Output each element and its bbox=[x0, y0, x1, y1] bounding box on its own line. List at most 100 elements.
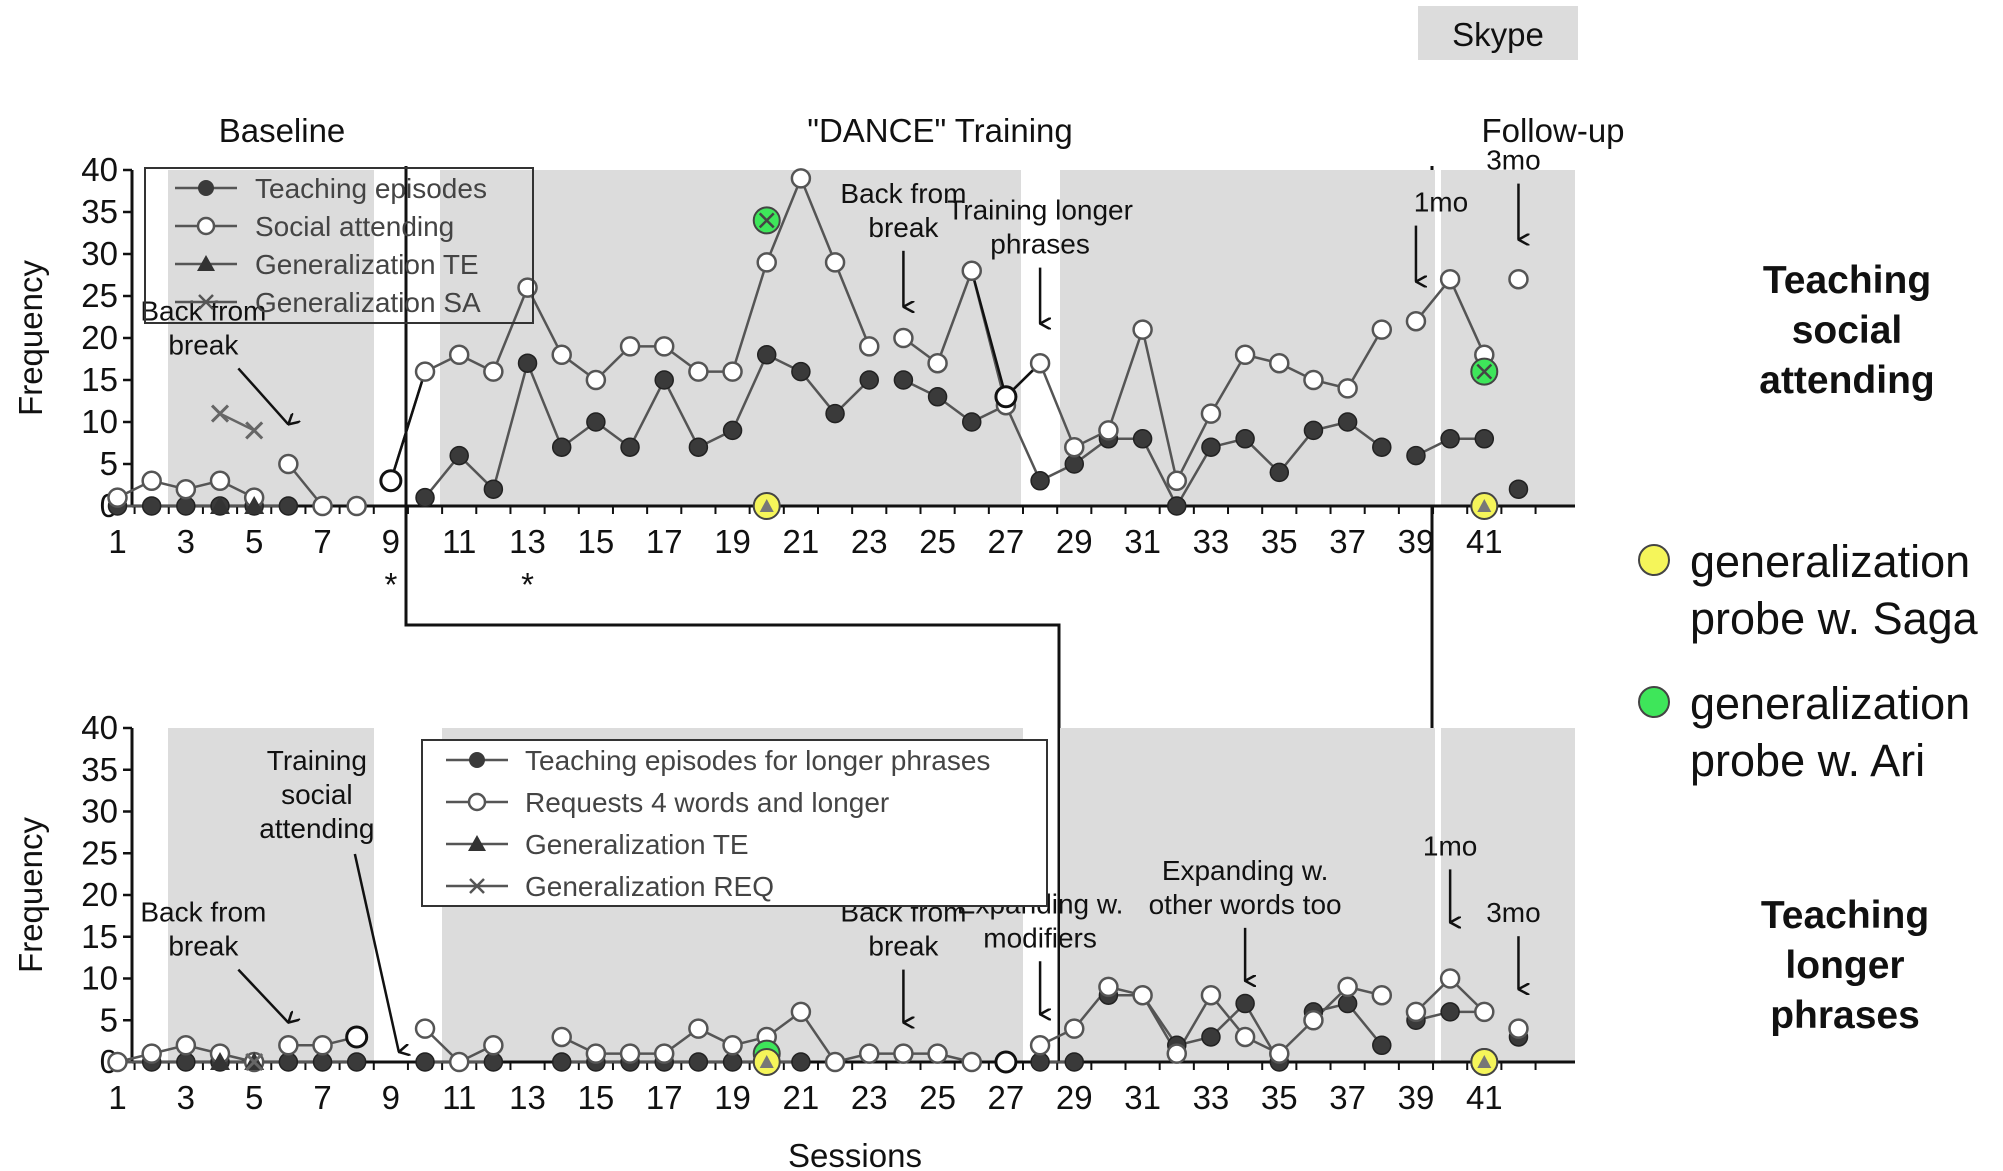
data-point-responses bbox=[927, 352, 948, 374]
data-point-teaching bbox=[1201, 437, 1221, 457]
data-point-responses bbox=[790, 168, 812, 189]
data-point-responses bbox=[961, 260, 982, 282]
data-point-responses bbox=[1098, 420, 1119, 441]
data-point-teaching bbox=[449, 445, 469, 466]
x-tick-label: 33 bbox=[1193, 1079, 1230, 1116]
x-tick-label: 9 bbox=[382, 1079, 400, 1116]
data-point-teaching bbox=[346, 1052, 367, 1072]
x-tick-label: 19 bbox=[714, 1079, 751, 1116]
y-tick-label: 40 bbox=[81, 709, 118, 746]
data-point-teaching bbox=[1474, 429, 1495, 449]
x-tick-label: 35 bbox=[1261, 1079, 1298, 1116]
data-point-responses bbox=[483, 361, 504, 382]
legend-box bbox=[144, 167, 534, 324]
side-title-bottom-1: Teaching bbox=[1761, 894, 1929, 937]
data-point-teaching bbox=[517, 353, 538, 373]
data-point-teaching bbox=[1030, 1052, 1050, 1072]
data-point-responses bbox=[1439, 268, 1461, 290]
x-tick-label: 1 bbox=[108, 523, 126, 560]
probe-saga-triangle bbox=[1477, 499, 1492, 512]
y-tick-label: 30 bbox=[81, 793, 118, 830]
probe-ari-x bbox=[1476, 363, 1493, 380]
data-point-teaching bbox=[893, 370, 914, 390]
annotation-text: other words too bbox=[1149, 889, 1342, 920]
skype-label: Skype bbox=[1452, 16, 1544, 53]
x-axis-label: Sessions bbox=[788, 1137, 922, 1171]
x-tick-label: 21 bbox=[783, 1079, 820, 1116]
data-point-teaching bbox=[620, 437, 640, 457]
legend-marker-filled-circle bbox=[198, 180, 214, 196]
data-point-responses bbox=[1234, 1026, 1256, 1048]
data-point-responses bbox=[1405, 310, 1427, 332]
x-tick-label: 21 bbox=[783, 523, 820, 560]
y-tick-label: 35 bbox=[81, 193, 118, 230]
y-tick-label: 20 bbox=[81, 319, 118, 356]
series-line-teaching bbox=[902, 378, 1007, 424]
data-point-responses bbox=[414, 361, 436, 382]
annotation-text: break bbox=[168, 931, 239, 962]
x-tick-star: * bbox=[384, 566, 397, 603]
annotation-text: Back from bbox=[840, 178, 966, 209]
annotation-text: 1mo bbox=[1423, 830, 1477, 861]
x-tick-label: 13 bbox=[509, 523, 546, 560]
data-point-responses bbox=[483, 1035, 504, 1056]
x-tick-label: 27 bbox=[988, 523, 1025, 560]
data-point-responses bbox=[824, 1051, 846, 1073]
data-point-teaching bbox=[859, 370, 879, 390]
data-point-responses bbox=[1337, 976, 1358, 998]
data-point-responses bbox=[585, 369, 607, 391]
panel-2: 0510152025303540Frequency135791113151719… bbox=[12, 709, 1575, 1171]
x-tick-label: 23 bbox=[851, 1079, 888, 1116]
data-point-responses bbox=[619, 336, 641, 357]
phase-shade bbox=[1441, 170, 1575, 506]
phase-shade bbox=[168, 728, 374, 1062]
data-point-teaching bbox=[688, 437, 709, 457]
data-point-responses bbox=[927, 1043, 948, 1064]
data-point-responses bbox=[961, 1051, 982, 1073]
x-tick-label: 3 bbox=[177, 523, 195, 560]
y-tick-label: 25 bbox=[81, 277, 118, 314]
data-point-responses bbox=[1166, 1043, 1188, 1064]
legend-box bbox=[421, 739, 1048, 907]
data-point-teaching bbox=[1337, 412, 1358, 432]
probe-ari-x bbox=[758, 212, 775, 229]
legend-saga-line-1: generalization bbox=[1690, 536, 1970, 587]
data-point-generalization-te bbox=[210, 1052, 231, 1070]
data-point-teaching bbox=[586, 412, 606, 432]
data-point-responses bbox=[1269, 352, 1290, 374]
phase-shade bbox=[440, 170, 1021, 506]
x-tick-label: 7 bbox=[313, 1079, 331, 1116]
y-tick-label: 5 bbox=[100, 1001, 118, 1038]
data-point-teaching bbox=[654, 370, 674, 390]
legend-ari-line-1: generalization bbox=[1690, 678, 1970, 729]
data-point-responses bbox=[1234, 344, 1256, 366]
data-point-responses bbox=[1098, 976, 1119, 998]
data-point-responses bbox=[1371, 984, 1393, 1006]
x-tick-label: 15 bbox=[578, 523, 615, 560]
x-tick-label: 37 bbox=[1329, 1079, 1366, 1116]
data-point-responses bbox=[448, 344, 470, 366]
data-point-teaching bbox=[1235, 993, 1255, 1014]
data-point-responses bbox=[1269, 1043, 1290, 1064]
data-point-responses bbox=[619, 1043, 641, 1064]
data-point-responses bbox=[722, 361, 743, 382]
annotation-arrow bbox=[237, 367, 288, 424]
annotation-arrow bbox=[353, 853, 399, 1052]
legend-label: Generalization REQ bbox=[525, 871, 774, 902]
annotation-text: Back from bbox=[140, 897, 266, 928]
annotation-text: Training longer bbox=[947, 195, 1133, 226]
data-point-teaching bbox=[1508, 479, 1529, 499]
data-point-responses bbox=[688, 1018, 709, 1039]
annotation-text: break bbox=[868, 931, 939, 962]
x-tick-label: 39 bbox=[1398, 1079, 1435, 1116]
x-tick-label: 17 bbox=[646, 523, 683, 560]
x-tick-label: 7 bbox=[313, 523, 331, 560]
legend-ari-line-2: probe w. Ari bbox=[1690, 735, 1925, 786]
skype-box bbox=[1418, 6, 1578, 60]
annotation-text: 1mo bbox=[1414, 187, 1468, 218]
data-point-responses bbox=[653, 336, 675, 357]
x-tick-label: 19 bbox=[714, 523, 751, 560]
annotation-text: modifiers bbox=[983, 922, 1097, 953]
legend-marker-open-circle bbox=[467, 792, 487, 812]
data-point-responses bbox=[312, 495, 333, 517]
